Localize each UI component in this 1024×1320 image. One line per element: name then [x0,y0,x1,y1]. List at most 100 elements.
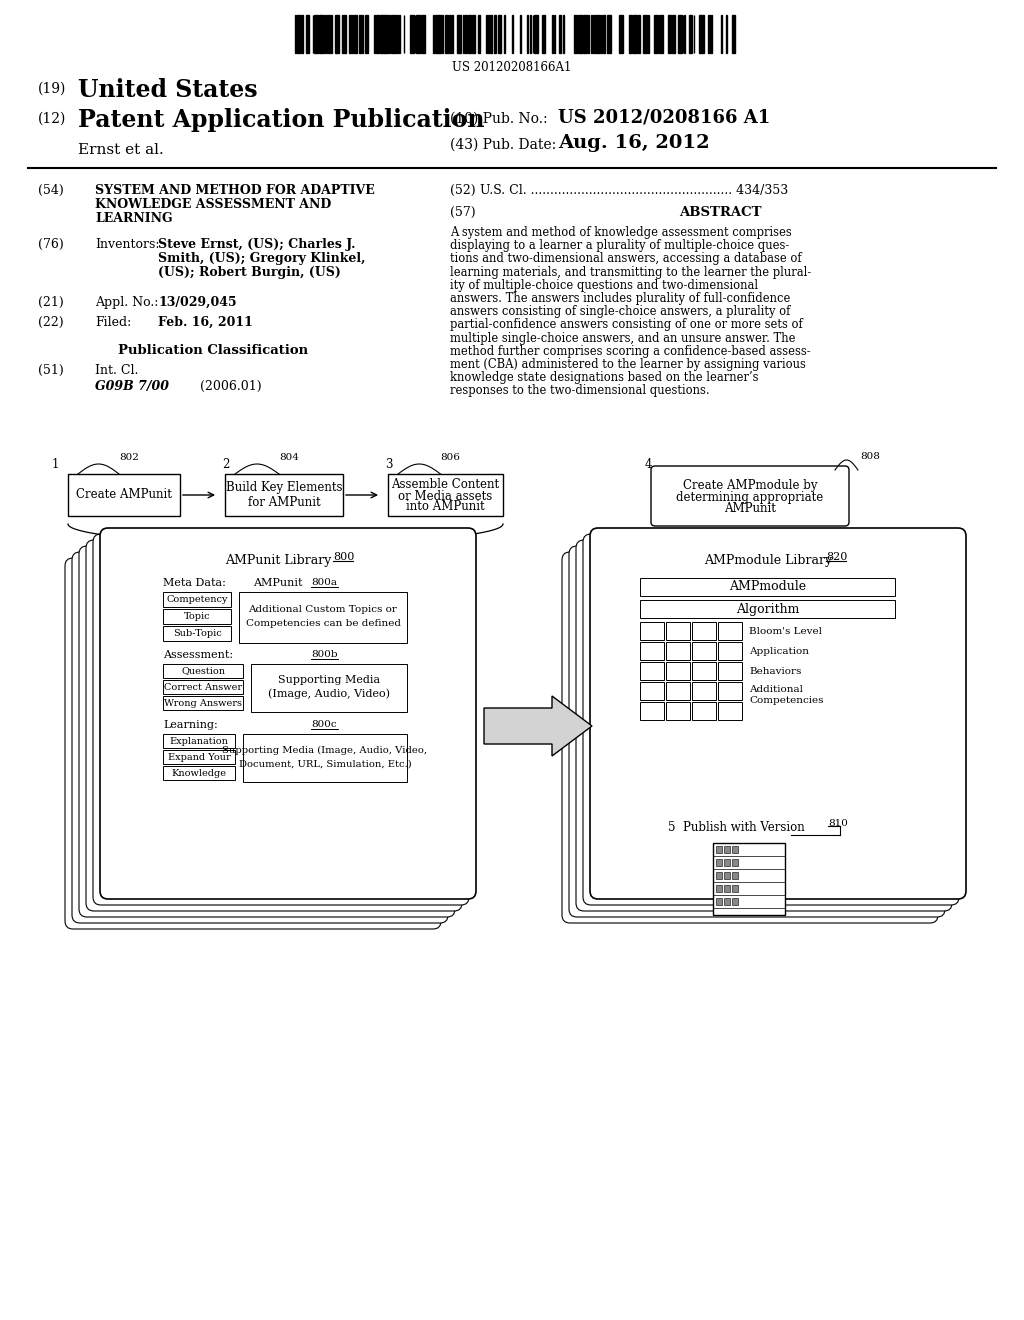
Text: United States: United States [78,78,258,102]
Text: into AMPunit: into AMPunit [407,500,484,513]
Text: U.S. Cl. .................................................... 434/353: U.S. Cl. ...............................… [480,183,788,197]
Bar [588,15,589,53]
Text: Additional
Competencies: Additional Competencies [749,685,823,705]
Bar [716,884,722,892]
Bar [606,15,610,53]
Bar [666,622,690,640]
Bar [384,15,388,53]
Text: AMPunit: AMPunit [724,502,776,515]
FancyBboxPatch shape [575,540,952,911]
Text: Bloom's Level: Bloom's Level [749,627,822,635]
Bar [365,15,369,53]
Bar [596,15,600,53]
Bar [529,15,531,53]
Bar [732,846,738,853]
Text: AMPunit Library: AMPunit Library [225,554,331,568]
Text: ABSTRACT: ABSTRACT [679,206,761,219]
Text: 2: 2 [222,458,229,471]
Text: Question: Question [181,667,225,676]
Bar [498,15,501,53]
Text: US 2012/0208166 A1: US 2012/0208166 A1 [558,108,770,125]
Bar [331,15,332,53]
Bar [301,15,303,53]
Bar [640,663,664,680]
Bar [485,15,487,53]
Bar [225,474,343,516]
Bar [239,591,407,643]
Text: 810: 810 [828,818,848,828]
Text: Topic: Topic [183,612,210,620]
Text: 5  Publish with Version: 5 Publish with Version [668,821,805,834]
Bar [542,15,546,53]
Bar [640,682,664,700]
Bar [732,859,738,866]
Text: (54): (54) [38,183,63,197]
Bar [559,15,561,53]
Text: (52): (52) [450,183,475,197]
Text: Aug. 16, 2012: Aug. 16, 2012 [558,135,710,152]
Text: Feb. 16, 2011: Feb. 16, 2011 [158,315,253,329]
Bar [716,859,722,866]
Bar [670,15,671,53]
Bar [163,766,234,780]
Bar [640,578,895,597]
Bar [672,15,675,53]
Text: Ernst et al.: Ernst et al. [78,143,164,157]
Text: Appl. No.:: Appl. No.: [95,296,159,309]
FancyBboxPatch shape [569,546,945,917]
FancyBboxPatch shape [86,540,462,911]
Bar [620,15,624,53]
Text: 804: 804 [279,453,299,462]
Text: US 20120208166A1: US 20120208166A1 [453,61,571,74]
FancyBboxPatch shape [590,528,966,899]
Bar [251,664,407,711]
Bar [376,15,378,53]
FancyBboxPatch shape [583,535,959,906]
Bar [732,898,738,906]
Bar [489,15,493,53]
Text: (21): (21) [38,296,63,309]
Text: tions and two-dimensional answers, accessing a database of: tions and two-dimensional answers, acces… [450,252,802,265]
Bar [578,15,582,53]
Text: (Image, Audio, Video): (Image, Audio, Video) [268,689,390,700]
Bar [380,15,384,53]
Text: 802: 802 [119,453,139,462]
Bar [640,622,664,640]
Bar [640,642,664,660]
FancyBboxPatch shape [65,558,441,929]
Bar [68,474,180,516]
Bar [718,682,742,700]
Bar [324,15,325,53]
Text: LEARNING: LEARNING [95,213,173,224]
Bar [468,15,471,53]
Bar [716,846,722,853]
FancyBboxPatch shape [79,546,455,917]
Text: determining appropriate: determining appropriate [677,491,823,503]
Text: Meta Data:: Meta Data: [163,578,226,587]
Bar [692,622,716,640]
Text: for AMPunit: for AMPunit [248,495,321,508]
Bar [692,682,716,700]
Bar [583,15,587,53]
Text: partial-confidence answers consisting of one or more sets of: partial-confidence answers consisting of… [450,318,803,331]
Bar [478,15,480,53]
Bar [732,884,738,892]
Bar [718,663,742,680]
Bar [441,15,443,53]
Bar [163,609,231,624]
Text: (10) Pub. No.:: (10) Pub. No.: [450,112,548,125]
Text: 800c: 800c [311,719,337,729]
Text: knowledge state designations based on the learner’s: knowledge state designations based on th… [450,371,759,384]
Bar [724,846,730,853]
Bar [708,15,711,53]
Bar [328,15,330,53]
Bar [306,15,307,53]
Bar [692,663,716,680]
Text: 800a: 800a [311,578,337,587]
Text: Application: Application [749,647,809,656]
Bar [724,884,730,892]
Text: (22): (22) [38,315,63,329]
Bar [163,750,234,764]
Text: Wrong Answers: Wrong Answers [164,698,242,708]
Text: 4: 4 [645,458,652,471]
